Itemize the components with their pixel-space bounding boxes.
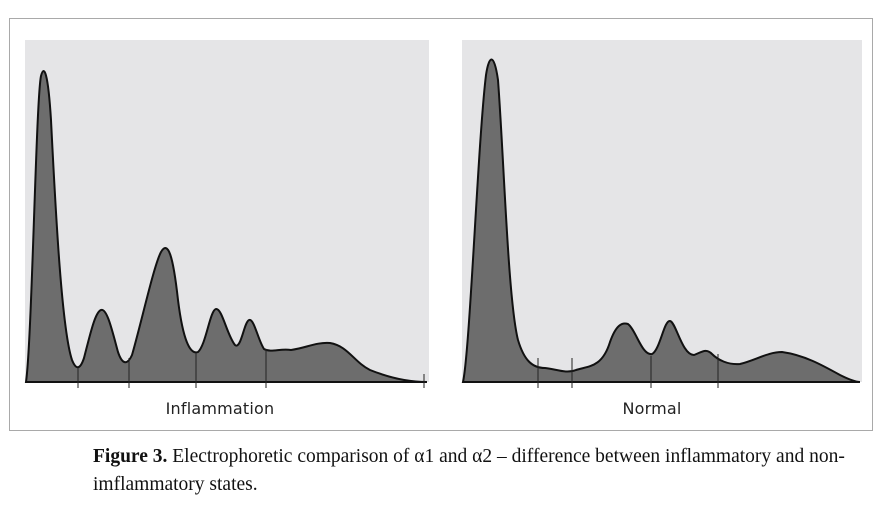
inflammation-panel (24, 40, 429, 388)
normal-plot-background (462, 40, 862, 382)
inflammation-density-curve (24, 70, 428, 383)
normal-density-curve (461, 58, 861, 383)
normal-panel (461, 40, 862, 388)
caption-text: Electrophoretic comparison of α1 and α2 … (93, 446, 845, 495)
inflammation-panel-label: Inflammation (165, 399, 275, 418)
figure-caption: Figure 3. Electrophoretic comparison of … (93, 443, 853, 499)
caption-figure-number: Figure 3. (93, 446, 168, 467)
electrophoresis-figure (24, 40, 862, 388)
normal-panel-label: Normal (622, 399, 682, 418)
